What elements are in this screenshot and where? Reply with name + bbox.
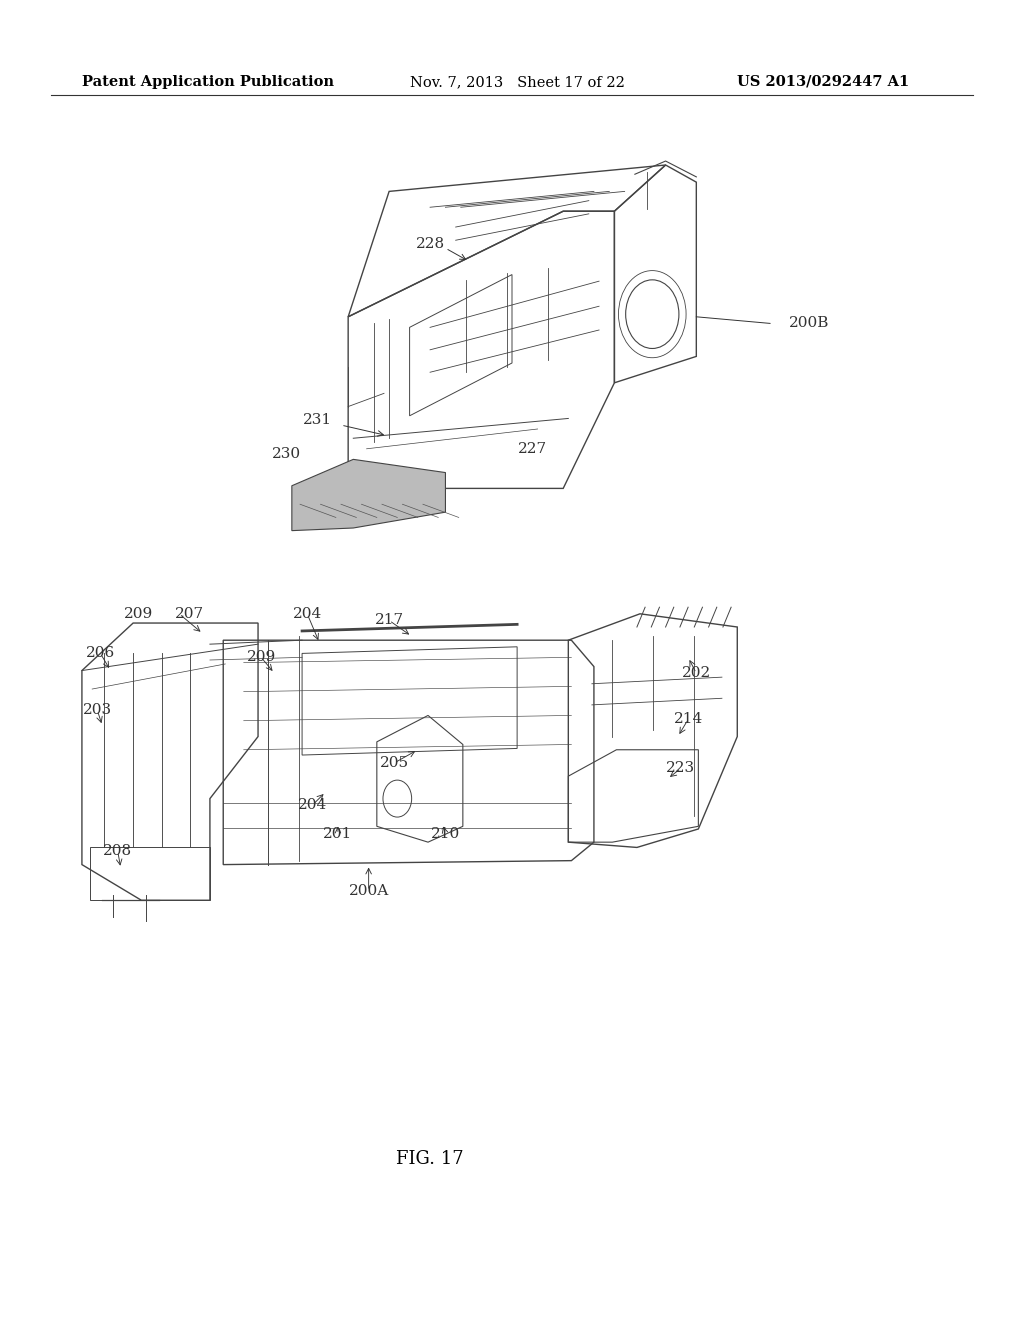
Text: 227: 227 — [518, 442, 547, 455]
Text: 210: 210 — [431, 828, 460, 841]
Text: 204: 204 — [293, 607, 322, 620]
Text: US 2013/0292447 A1: US 2013/0292447 A1 — [737, 75, 909, 88]
Text: 202: 202 — [682, 667, 711, 680]
Text: 200A: 200A — [348, 884, 389, 898]
Text: 204: 204 — [298, 799, 327, 812]
Text: 230: 230 — [272, 447, 301, 461]
Text: 231: 231 — [303, 413, 332, 426]
Text: 206: 206 — [86, 647, 115, 660]
Text: 217: 217 — [375, 614, 403, 627]
Text: 201: 201 — [324, 828, 352, 841]
Text: Nov. 7, 2013   Sheet 17 of 22: Nov. 7, 2013 Sheet 17 of 22 — [410, 75, 625, 88]
Text: 200B: 200B — [788, 317, 829, 330]
Text: FIG. 17: FIG. 17 — [396, 1150, 464, 1168]
Text: 228: 228 — [416, 238, 444, 251]
Text: 214: 214 — [674, 713, 702, 726]
Text: Patent Application Publication: Patent Application Publication — [82, 75, 334, 88]
Text: 208: 208 — [103, 845, 132, 858]
Polygon shape — [292, 459, 445, 531]
Text: 203: 203 — [83, 704, 112, 717]
Text: 209: 209 — [124, 607, 153, 620]
Text: 223: 223 — [667, 762, 695, 775]
Text: 209: 209 — [247, 651, 275, 664]
Text: 207: 207 — [175, 607, 204, 620]
Text: 205: 205 — [380, 756, 409, 770]
